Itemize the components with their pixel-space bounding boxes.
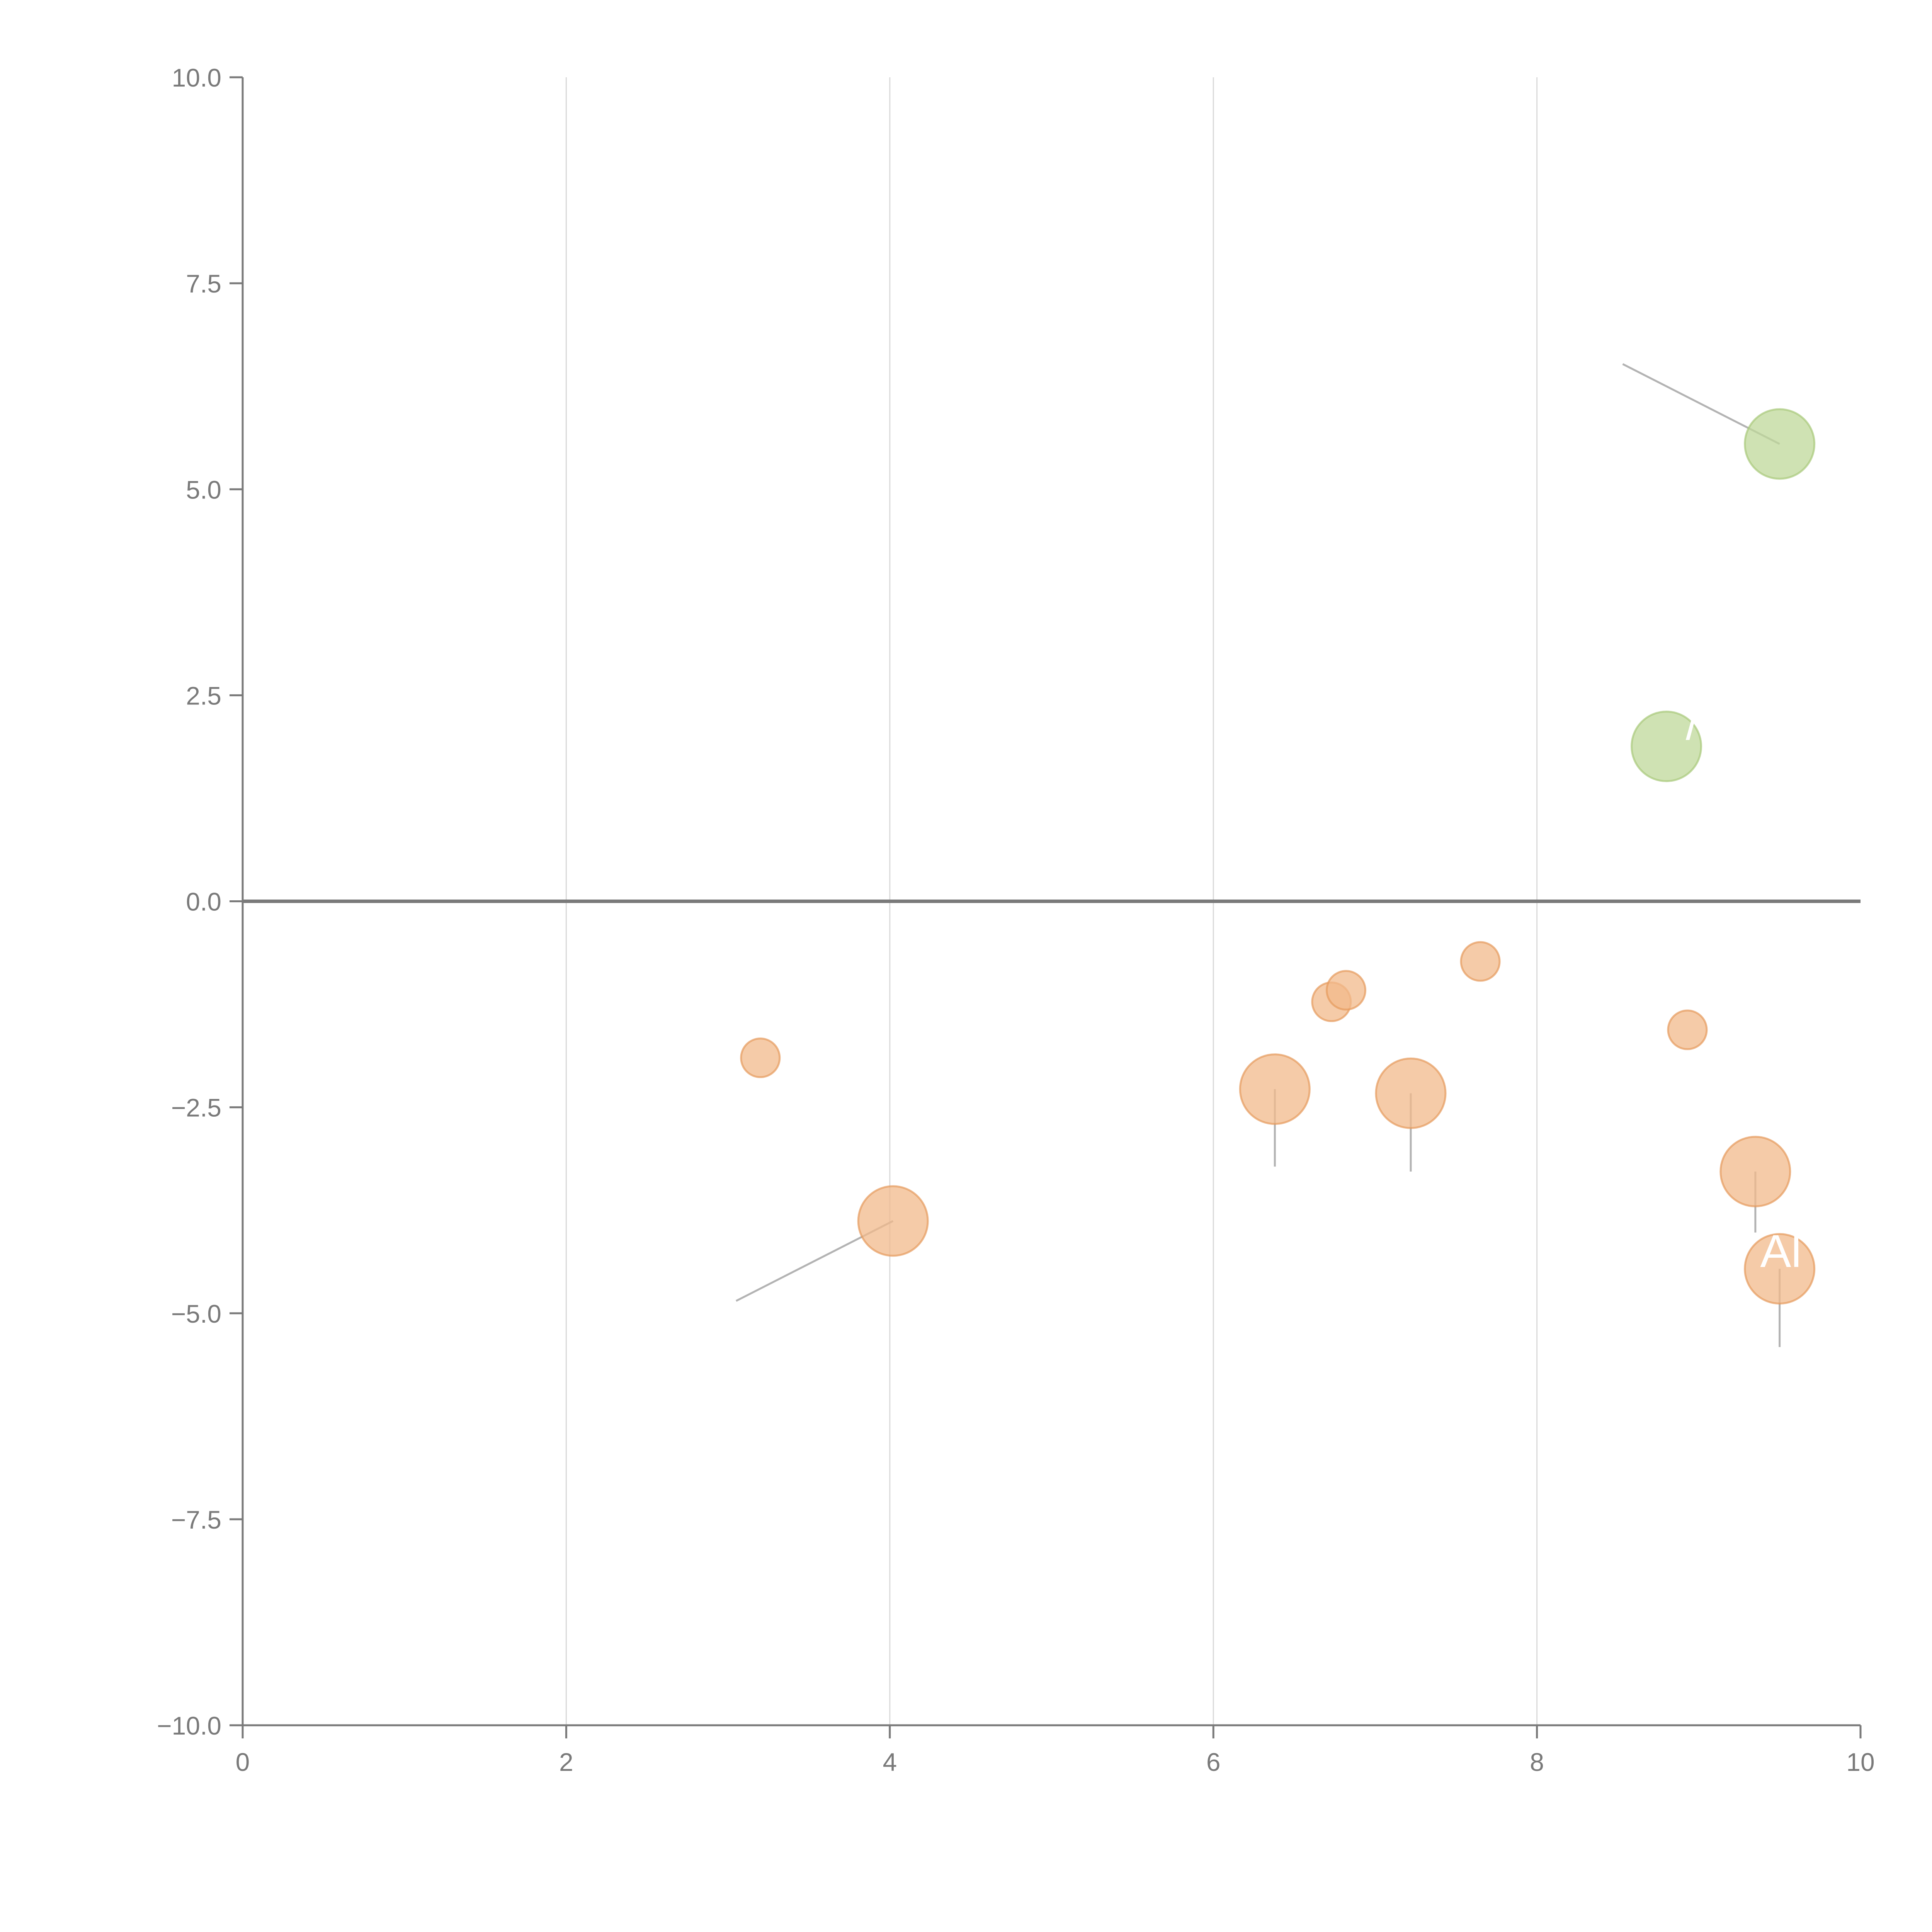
y-tick-label: −10.0 [157,1711,221,1740]
data-point [740,1037,781,1078]
data-point [1667,1009,1708,1050]
data-point [1326,970,1367,1011]
y-tick-label: 5.0 [186,475,221,504]
x-tick-label: 8 [1530,1748,1544,1776]
data-point [1744,1233,1816,1305]
data-point [1239,1053,1311,1125]
data-point [1460,941,1501,982]
data-point [1631,711,1702,782]
data-point [1744,408,1816,480]
axes [230,76,1862,1738]
x-tick-label: 10 [1846,1748,1874,1776]
x-tick-label: 0 [236,1748,250,1776]
data-point [1375,1057,1447,1129]
tick-labels: 0 2 4 6 8 10 10.0 7.5 5.0 2.5 0.0 −2.5 −5.0 −7.5 −10.0 [157,63,1875,1776]
data-labels: / Al [1686,698,1801,1277]
y-tick-label: 0.0 [186,888,221,916]
y-tick-label: −2.5 [171,1094,221,1122]
data-label: Al [1760,1225,1801,1277]
data-point [857,1185,929,1257]
data-points [740,408,1816,1305]
x-tick-label: 6 [1206,1748,1221,1776]
y-tick-label: −5.0 [171,1299,221,1328]
y-tick-label: 7.5 [186,269,221,298]
data-label: / [1686,698,1699,750]
x-tick-label: 2 [559,1748,573,1776]
y-tick-label: 10.0 [172,63,221,92]
y-tick-label: 2.5 [186,681,221,710]
data-point [1719,1136,1791,1208]
y-tick-label: −7.5 [171,1505,221,1534]
x-tick-label: 4 [883,1748,897,1776]
